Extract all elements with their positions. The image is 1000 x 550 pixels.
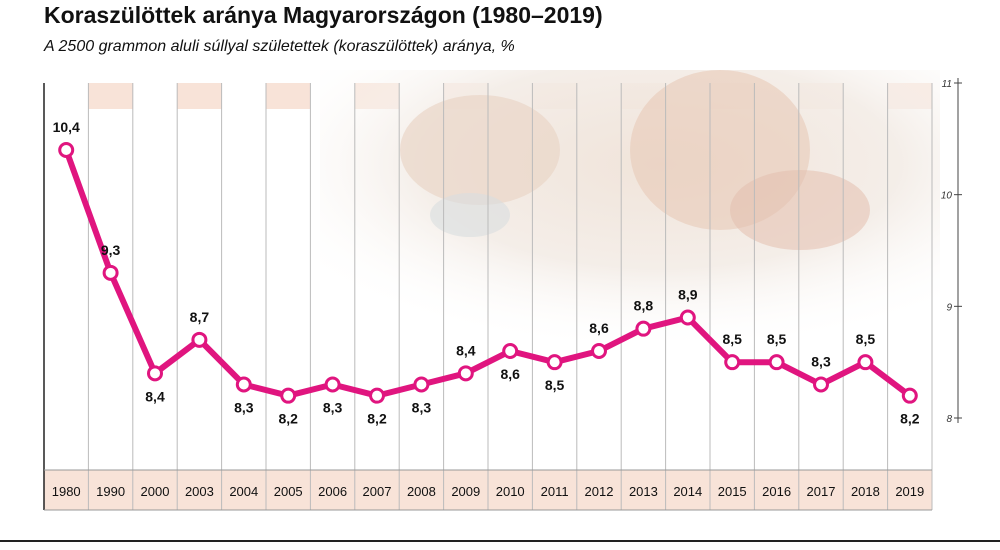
y-axis: 8 9 10 11: [941, 78, 962, 425]
data-label: 8,5: [545, 377, 565, 393]
data-point: [324, 376, 341, 393]
data-label: 8,3: [323, 400, 343, 416]
data-point: [679, 309, 696, 326]
data-label: 8,2: [367, 411, 387, 427]
data-point: [102, 264, 119, 281]
column-band-top: [177, 83, 222, 109]
y-tick-label: 9: [946, 302, 952, 313]
data-point: [724, 354, 741, 371]
column-band-top: [88, 83, 133, 109]
data-point: [901, 387, 918, 404]
x-tick-label: 2014: [673, 484, 702, 499]
data-point: [235, 376, 252, 393]
column-band-top: [266, 83, 311, 109]
data-label: 8,5: [767, 331, 787, 347]
x-tick-label: 2018: [851, 484, 880, 499]
x-tick-label: 2011: [541, 484, 569, 499]
x-tick-label: 2003: [185, 484, 214, 499]
data-label: 8,9: [678, 287, 698, 303]
data-point: [635, 320, 652, 337]
data-label: 8,2: [900, 411, 920, 427]
x-axis-labels: 1980 1990 2000 2003 2004 2005 2006 2007 2008 2009…: [52, 484, 925, 499]
y-tick-label: 10: [941, 191, 953, 202]
data-label: 8,3: [234, 400, 254, 416]
x-tick-label: 2009: [451, 484, 480, 499]
data-point: [280, 387, 297, 404]
data-label: 9,3: [101, 242, 121, 258]
data-point: [457, 365, 474, 382]
x-tick-label: 2004: [229, 484, 258, 499]
y-tick-label: 8: [946, 414, 952, 425]
chart-title: Koraszülöttek aránya Magyarországon (198…: [44, 2, 603, 28]
x-tick-label: 1980: [52, 484, 81, 499]
x-tick-label: 2013: [629, 484, 658, 499]
x-tick-label: 2006: [318, 484, 347, 499]
data-point: [546, 354, 563, 371]
data-point: [191, 331, 208, 348]
data-point: [147, 365, 163, 382]
data-label: 8,6: [500, 366, 520, 382]
x-tick-label: 1990: [96, 484, 125, 499]
data-label: 8,7: [190, 309, 210, 325]
data-point: [591, 343, 607, 359]
data-point: [768, 354, 785, 371]
x-tick-label: 2008: [407, 484, 436, 499]
data-point: [813, 376, 829, 393]
gridlines: [43, 83, 933, 510]
data-label: 10,4: [53, 119, 80, 135]
data-point: [413, 376, 430, 393]
y-tick-label: 11: [942, 79, 952, 90]
x-tick-label: 2017: [807, 484, 836, 499]
data-label: 8,5: [856, 331, 876, 347]
data-label: 8,8: [634, 298, 654, 314]
data-labels: 10,4 9,3 8,4 8,7 8,3 8,2 8,3 8,2 8,3 8,4 8,6 8,5 8,6…: [53, 119, 920, 427]
data-point: [857, 354, 874, 371]
footer-rule: [0, 540, 1000, 542]
background-photo: [320, 70, 940, 340]
x-tick-label: 2010: [496, 484, 525, 499]
data-label: 8,6: [589, 320, 609, 336]
data-points: [58, 142, 918, 404]
data-label: 8,5: [722, 331, 742, 347]
x-tick-label: 2016: [762, 484, 791, 499]
x-tick-label: 2007: [363, 484, 392, 499]
data-point: [58, 142, 75, 158]
data-label: 8,2: [278, 411, 298, 427]
x-tick-label: 2015: [718, 484, 747, 499]
data-label: 8,4: [456, 342, 476, 358]
x-tick-label: 2005: [274, 484, 303, 499]
data-label: 8,3: [412, 400, 432, 416]
data-label: 8,3: [811, 354, 831, 370]
data-label: 8,4: [145, 388, 165, 404]
x-tick-label: 2012: [585, 484, 614, 499]
chart-subtitle: A 2500 grammon aluli súllyal születettek…: [44, 38, 515, 55]
plot-frame: [43, 83, 932, 511]
data-point: [502, 343, 519, 359]
x-tick-label: 2000: [141, 484, 170, 499]
data-point: [369, 387, 385, 404]
x-tick-label: 2019: [895, 484, 924, 499]
